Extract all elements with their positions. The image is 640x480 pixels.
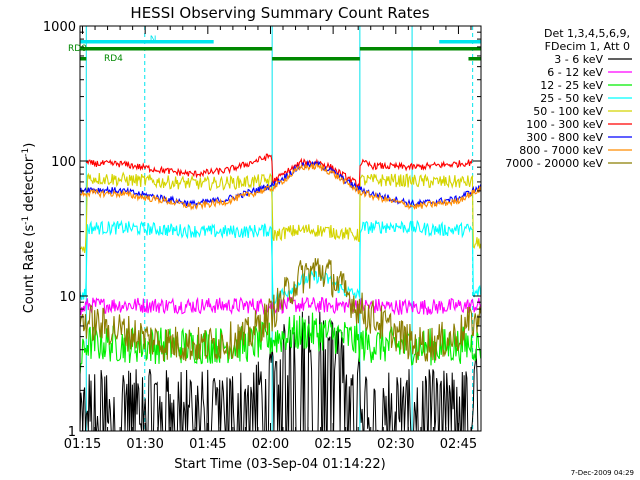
x-tick-label: 02:00 xyxy=(252,437,289,452)
series-50-100-kev xyxy=(80,171,481,253)
x-tick-label: 02:15 xyxy=(314,437,351,452)
legend-header: Det 1,3,4,5,6,9, xyxy=(544,27,630,40)
saa-bar xyxy=(359,47,481,51)
legend-entry-label: 3 - 6 keV xyxy=(554,53,603,66)
x-tick-label: 01:15 xyxy=(64,437,101,452)
chart-title: HESSI Observing Summary Count Rates xyxy=(130,4,429,22)
y-axis: 1 10 100 1000 xyxy=(43,20,481,440)
series-line xyxy=(80,258,481,363)
legend-entry-label: 300 - 800 keV xyxy=(526,131,603,144)
saa-label-rd4: RD4 xyxy=(104,54,123,64)
series-12-25-kev xyxy=(80,312,481,375)
series-7000-20000-kev xyxy=(80,258,481,363)
y-tick-label: 100 xyxy=(51,155,76,170)
saa-bar xyxy=(272,57,360,61)
night-label: N xyxy=(150,35,157,45)
saa-bar xyxy=(80,47,273,51)
timestamp: 7-Dec-2009 04:29 xyxy=(571,469,634,477)
series-line xyxy=(85,153,473,188)
series-100-300-kev xyxy=(85,153,473,188)
y-axis-label: Count Rate (s-1 detector-1) xyxy=(21,143,37,314)
legend-entry-label: 7000 - 20000 keV xyxy=(505,157,603,170)
x-axis-label: Start Time (03-Sep-04 01:14:22) xyxy=(174,457,385,472)
x-tick-label: 01:45 xyxy=(189,437,226,452)
saa-label-rd0: RD0 xyxy=(68,44,87,54)
series-line xyxy=(80,312,481,375)
series-line xyxy=(80,311,481,431)
saa-bar xyxy=(80,57,87,61)
y-tick-label: 1 xyxy=(68,425,76,440)
annotations-layer xyxy=(80,26,481,431)
legend-entry-label: 25 - 50 keV xyxy=(540,92,603,105)
night-bar xyxy=(80,40,214,44)
legend-entry-label: 6 - 12 keV xyxy=(547,66,603,79)
series-line xyxy=(80,171,481,253)
saa-bar xyxy=(468,57,481,61)
legend: Det 1,3,4,5,6,9,FDecim 1, Att 03 - 6 keV… xyxy=(505,27,632,170)
x-tick-label: 02:30 xyxy=(377,437,414,452)
night-bar xyxy=(439,40,481,44)
legend-header: FDecim 1, Att 0 xyxy=(545,40,630,53)
legend-entry-label: 12 - 25 keV xyxy=(540,79,603,92)
series-3-6-kev xyxy=(80,311,481,431)
plot-area xyxy=(79,25,482,432)
y-tick-label: 10 xyxy=(59,290,76,305)
plot-frame xyxy=(79,25,482,432)
x-axis: 01:15 01:30 01:45 02:00 02:15 02:30 02:45 xyxy=(64,26,477,452)
x-tick-label: 02:45 xyxy=(440,437,477,452)
series-800-7000-kev xyxy=(80,162,481,211)
series-layer xyxy=(80,153,481,431)
series-6-12-kev xyxy=(80,296,481,316)
series-line xyxy=(80,296,481,316)
legend-entry-label: 50 - 100 keV xyxy=(533,105,603,118)
y-tick-label: 1000 xyxy=(43,20,76,35)
x-tick-label: 01:30 xyxy=(126,437,163,452)
legend-entry-label: 100 - 300 keV xyxy=(526,118,603,131)
legend-entry-label: 800 - 7000 keV xyxy=(519,144,603,157)
series-line xyxy=(80,162,481,211)
